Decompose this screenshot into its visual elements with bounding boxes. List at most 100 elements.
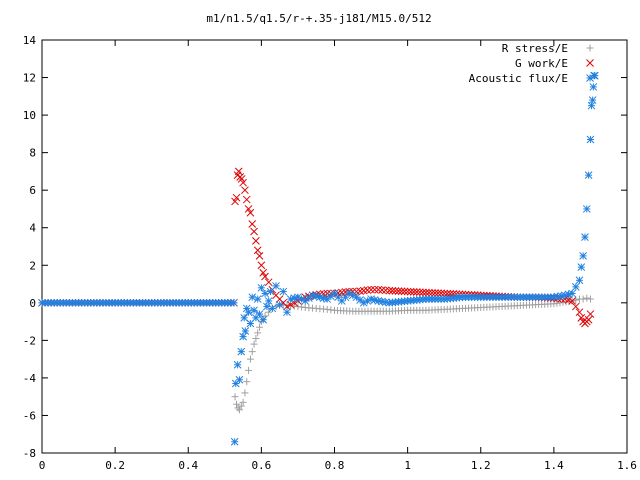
data-point: [356, 287, 364, 295]
data-point: [283, 308, 291, 317]
data-point: [401, 306, 409, 314]
data-point: [388, 286, 397, 295]
data-point: [589, 83, 598, 91]
legend-label: R stress/E: [502, 42, 568, 55]
data-point: [268, 304, 277, 313]
data-point: [364, 307, 372, 315]
data-point: [163, 298, 171, 307]
data-point: [233, 360, 242, 369]
y-tick-label: 8: [29, 147, 36, 160]
data-point: [564, 296, 573, 304]
data-point: [217, 298, 226, 307]
data-point: [564, 290, 573, 299]
data-point: [394, 287, 403, 295]
data-point: [419, 295, 427, 304]
data-point: [264, 297, 273, 305]
y-tick-label: 12: [23, 72, 36, 85]
data-point: [261, 289, 269, 298]
data-point: [241, 327, 250, 335]
data-point: [529, 301, 537, 309]
data-point: [510, 302, 518, 310]
data-point: [233, 400, 241, 408]
data-point: [242, 195, 251, 204]
data-point: [577, 313, 586, 322]
data-point: [312, 292, 321, 301]
data-point: [246, 355, 254, 363]
data-point: [455, 305, 463, 313]
data-point: [359, 286, 368, 295]
data-point: [583, 294, 591, 302]
data-point: [234, 404, 242, 412]
data-point: [230, 437, 239, 446]
data-point: [290, 294, 299, 302]
data-point: [415, 288, 424, 297]
data-point: [586, 295, 594, 303]
x-tick-label: 0: [39, 459, 46, 472]
data-point: [575, 276, 584, 285]
x-tick-label: 0.6: [251, 459, 271, 472]
data-point: [582, 205, 591, 213]
legend-marker: [586, 74, 594, 82]
data-point: [337, 288, 346, 297]
data-point: [381, 298, 390, 307]
data-point: [244, 308, 253, 317]
data-point: [341, 293, 350, 302]
data-point: [455, 293, 464, 302]
data-point: [239, 178, 247, 187]
plot-frame: [41, 39, 628, 454]
x-tick-label: 1.6: [617, 459, 637, 472]
data-point: [437, 295, 445, 303]
x-tick-label: 1.4: [544, 459, 564, 472]
data-point: [431, 289, 439, 297]
data-point: [181, 298, 190, 307]
data-point: [248, 220, 257, 228]
data-point: [579, 252, 587, 260]
data-point: [283, 301, 291, 309]
y-tick-label: 10: [23, 109, 36, 122]
data-point: [259, 315, 268, 324]
data-point: [363, 297, 372, 305]
data-point: [348, 291, 357, 300]
data-point: [108, 298, 116, 307]
legend-marker: [586, 44, 594, 52]
data-point: [440, 289, 449, 298]
data-point: [346, 307, 354, 315]
legend-label: G work/E: [515, 57, 568, 70]
data-point: [474, 304, 482, 312]
y-tick-label: -6: [23, 409, 36, 422]
data-point: [363, 286, 372, 295]
data-point: [320, 305, 328, 313]
data-point: [256, 323, 264, 331]
data-point: [275, 300, 284, 309]
data-point: [381, 286, 390, 295]
x-tick-label: 1: [404, 459, 411, 472]
data-point: [577, 263, 586, 272]
data-point: [261, 272, 269, 281]
data-point: [248, 348, 256, 356]
data-point: [259, 268, 268, 277]
data-point: [265, 308, 273, 316]
data-point: [279, 287, 288, 296]
y-tick-label: 2: [29, 259, 36, 272]
data-marks: [38, 71, 599, 446]
data-point: [382, 307, 390, 315]
data-point: [584, 171, 593, 180]
data-point: [403, 287, 412, 296]
data-point: [326, 292, 335, 301]
data-point: [406, 287, 415, 296]
data-point: [409, 288, 418, 296]
y-tick-label: -8: [23, 447, 36, 460]
data-point: [250, 340, 258, 348]
data-point: [231, 393, 239, 401]
data-point: [374, 285, 383, 294]
data-point: [257, 283, 266, 292]
data-point: [586, 310, 595, 318]
data-point: [53, 298, 62, 307]
data-point: [297, 295, 306, 303]
data-point: [250, 227, 258, 236]
data-point: [252, 334, 260, 342]
data-point: [400, 297, 409, 306]
data-point: [419, 306, 427, 314]
data-point: [254, 329, 262, 337]
y-tick-label: 0: [29, 297, 36, 310]
